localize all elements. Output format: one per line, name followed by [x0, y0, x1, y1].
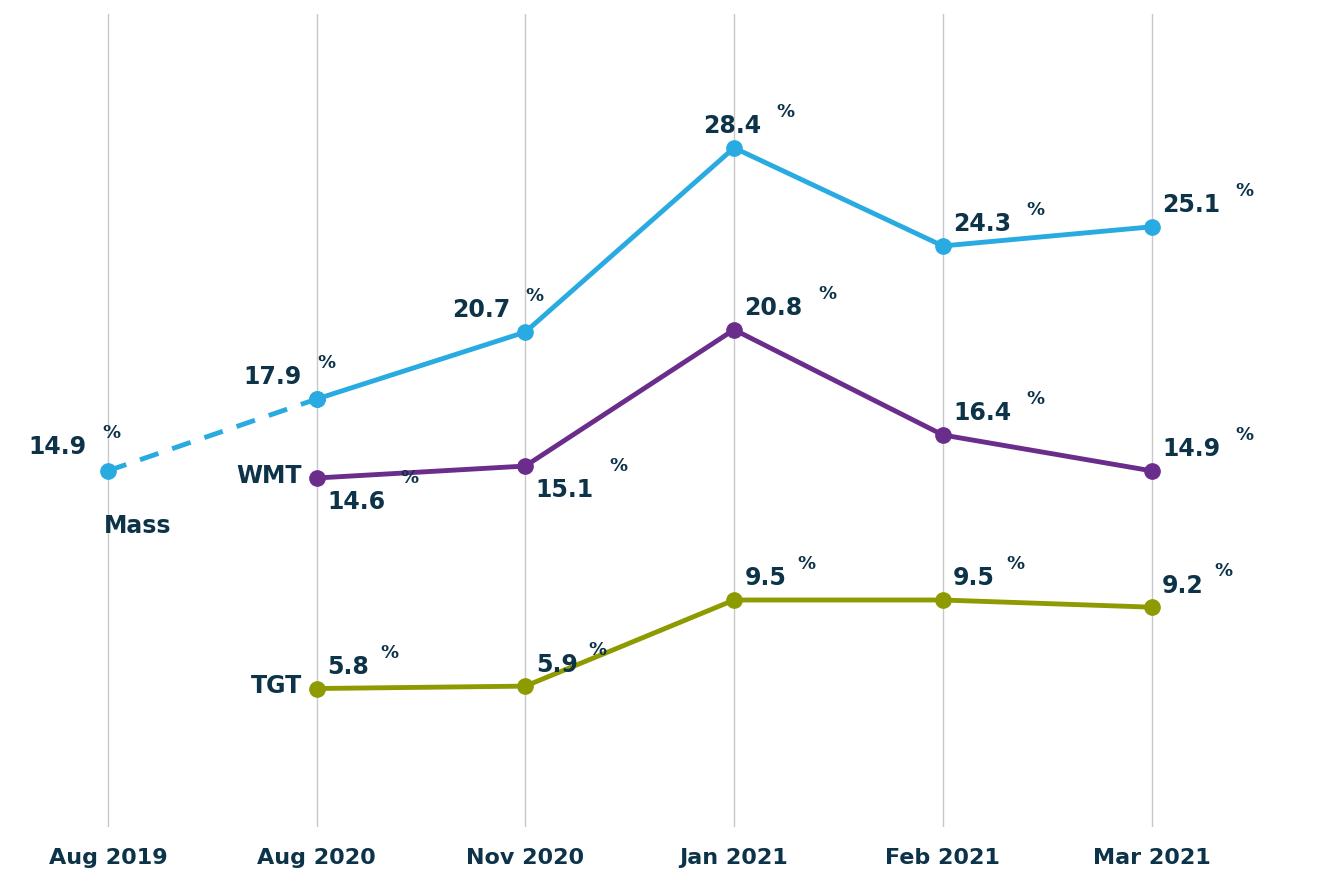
Text: 24.3: 24.3 [953, 213, 1011, 236]
Text: 16.4: 16.4 [953, 401, 1011, 425]
Text: 15.1: 15.1 [535, 478, 594, 502]
Text: %: % [588, 641, 607, 660]
Text: WMT: WMT [237, 464, 301, 488]
Text: 14.6: 14.6 [327, 490, 385, 514]
Text: %: % [1236, 182, 1253, 200]
Text: 9.5: 9.5 [953, 566, 995, 590]
Text: TGT: TGT [251, 674, 301, 699]
Text: %: % [401, 469, 419, 487]
Text: 5.8: 5.8 [327, 655, 369, 679]
Text: %: % [379, 644, 398, 662]
Text: 9.2: 9.2 [1162, 573, 1204, 598]
Text: %: % [818, 285, 837, 303]
Text: 5.9: 5.9 [535, 653, 578, 676]
Text: 20.8: 20.8 [744, 296, 802, 320]
Text: %: % [102, 423, 120, 442]
Text: %: % [1236, 426, 1253, 444]
Text: %: % [1027, 390, 1044, 408]
Text: 25.1: 25.1 [1162, 193, 1220, 217]
Text: %: % [1027, 201, 1044, 219]
Text: %: % [1006, 555, 1025, 573]
Text: 17.9: 17.9 [243, 365, 301, 390]
Text: %: % [526, 288, 543, 305]
Text: %: % [776, 103, 795, 121]
Text: 28.4: 28.4 [703, 115, 761, 138]
Text: 14.9: 14.9 [1162, 437, 1220, 461]
Text: %: % [1215, 563, 1233, 580]
Text: Mass: Mass [103, 514, 171, 538]
Text: 9.5: 9.5 [744, 566, 787, 590]
Text: 14.9: 14.9 [29, 435, 87, 459]
Text: %: % [317, 355, 336, 372]
Text: 20.7: 20.7 [452, 298, 510, 323]
Text: %: % [797, 555, 816, 573]
Text: %: % [609, 457, 628, 475]
